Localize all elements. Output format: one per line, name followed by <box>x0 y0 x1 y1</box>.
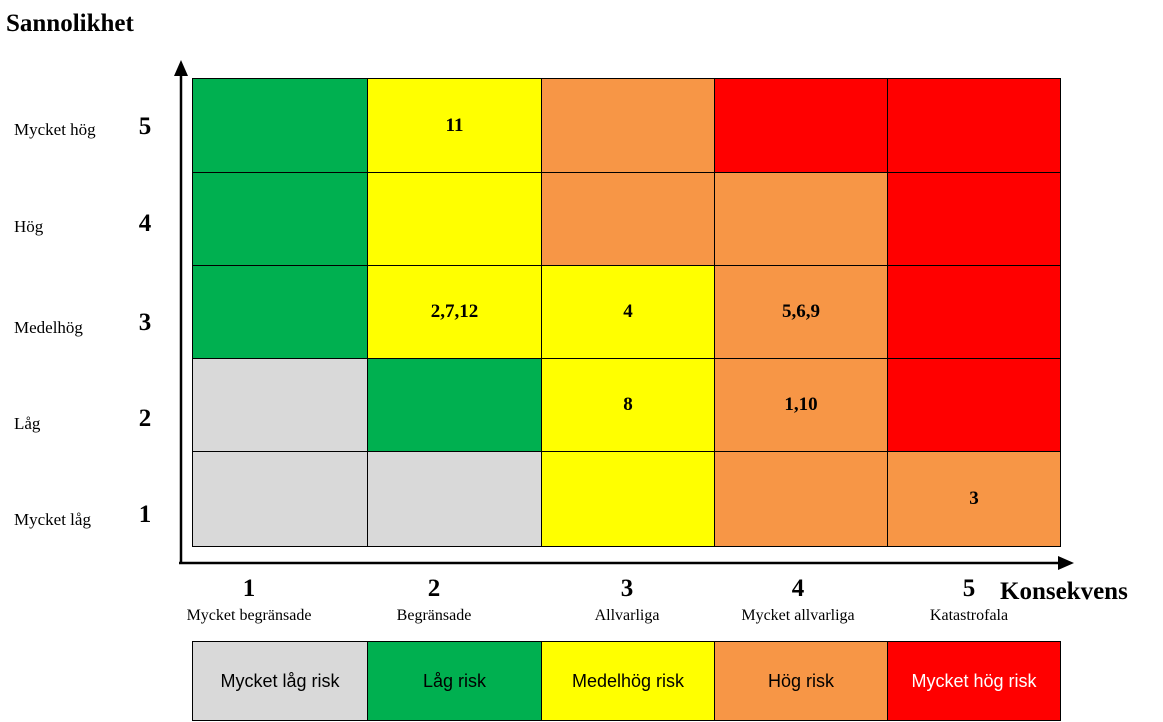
x-level-number: 5 <box>962 575 976 602</box>
y-level-label: Låg <box>14 414 41 433</box>
matrix-cell <box>714 78 888 173</box>
y-level-number: 4 <box>138 210 152 237</box>
x-axis-title: Konsekvens <box>1000 578 1128 605</box>
x-level-label: Mycket begränsade <box>186 607 312 624</box>
matrix-cell: 3 <box>887 451 1061 547</box>
y-level-number: 3 <box>138 309 152 336</box>
matrix-cell <box>367 451 542 547</box>
y-level-number: 1 <box>138 501 152 528</box>
legend-item: Hög risk <box>714 641 888 721</box>
legend-item: Mycket låg risk <box>192 641 368 721</box>
matrix-cell <box>192 78 368 173</box>
x-level-label: Mycket allvarliga <box>741 607 855 624</box>
matrix-cell <box>887 78 1061 173</box>
matrix-cell: 11 <box>367 78 542 173</box>
matrix-cell: 8 <box>541 358 715 452</box>
y-level-label: Medelhög <box>14 318 83 337</box>
legend-item: Mycket hög risk <box>887 641 1061 721</box>
y-axis-title: Sannolikhet <box>6 10 134 37</box>
x-level-number: 2 <box>427 575 441 602</box>
matrix-cell: 2,7,12 <box>367 265 542 359</box>
matrix-cell <box>192 358 368 452</box>
y-level-number: 5 <box>138 113 152 140</box>
matrix-cell: 1,10 <box>714 358 888 452</box>
y-axis-arrow <box>174 60 188 76</box>
matrix-cell <box>192 172 368 266</box>
matrix-cell <box>887 265 1061 359</box>
x-level-number: 3 <box>620 575 634 602</box>
y-level-label: Mycket låg <box>14 510 91 529</box>
y-level-label: Mycket hög <box>14 120 96 139</box>
matrix-cell <box>541 172 715 266</box>
legend-item: Låg risk <box>367 641 542 721</box>
matrix-cell <box>887 358 1061 452</box>
matrix-cell <box>367 172 542 266</box>
matrix-cell <box>714 451 888 547</box>
matrix-cell <box>887 172 1061 266</box>
matrix-cell <box>714 172 888 266</box>
matrix-cell <box>541 451 715 547</box>
matrix-cell <box>541 78 715 173</box>
legend-item: Medelhög risk <box>541 641 715 721</box>
x-level-number: 1 <box>242 575 256 602</box>
matrix-cell <box>367 358 542 452</box>
y-level-label: Hög <box>14 217 44 236</box>
x-level-label: Begränsade <box>396 607 472 624</box>
matrix-cell <box>192 451 368 547</box>
matrix-cell: 4 <box>541 265 715 359</box>
x-level-label: Katastrofala <box>929 607 1009 624</box>
matrix-cell: 5,6,9 <box>714 265 888 359</box>
x-level-label: Allvarliga <box>594 607 660 624</box>
x-level-number: 4 <box>791 575 805 602</box>
y-level-number: 2 <box>138 405 152 432</box>
x-axis-arrow <box>1058 556 1074 570</box>
matrix-cell <box>192 265 368 359</box>
